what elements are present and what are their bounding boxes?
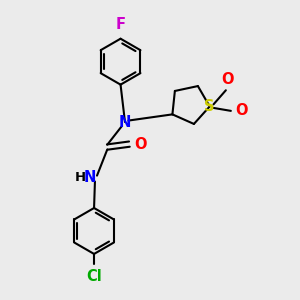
Text: O: O bbox=[134, 136, 146, 152]
Text: H: H bbox=[75, 172, 86, 184]
Text: N: N bbox=[119, 115, 131, 130]
Text: O: O bbox=[235, 103, 248, 118]
Text: F: F bbox=[116, 17, 126, 32]
Text: Cl: Cl bbox=[86, 269, 102, 284]
Text: O: O bbox=[222, 72, 234, 87]
Text: S: S bbox=[204, 99, 215, 114]
Text: N: N bbox=[83, 170, 95, 185]
